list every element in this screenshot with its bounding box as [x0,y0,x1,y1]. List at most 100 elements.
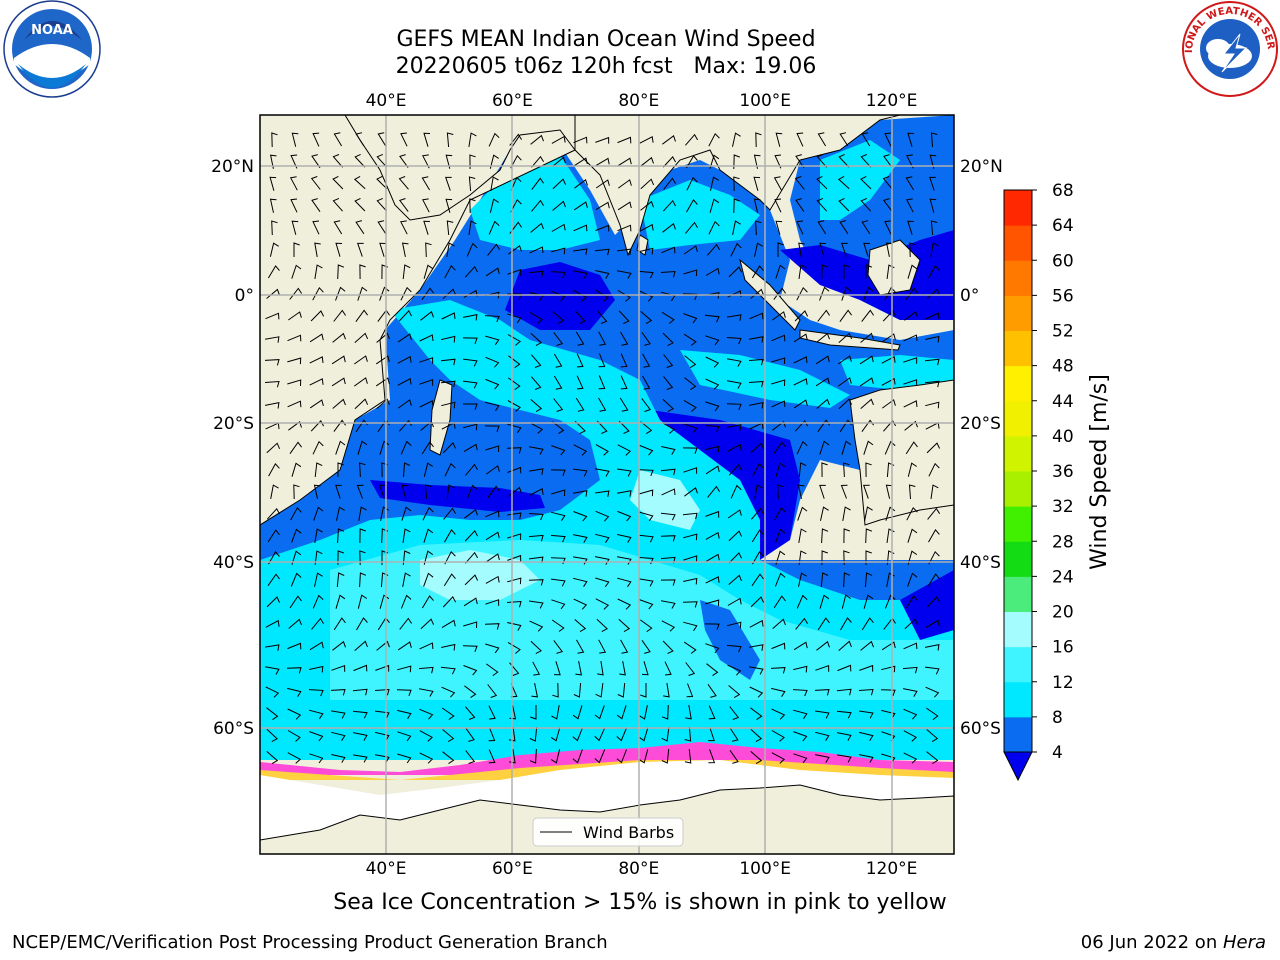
wind-barb [685,662,696,676]
wind-barb [419,688,434,697]
wind-barb [884,220,892,235]
wind-barb [685,705,692,720]
wind-barb [465,706,476,720]
wind-barb [486,663,499,677]
wind-barb [839,132,849,147]
wind-barb [402,528,411,543]
wind-barb [863,242,870,257]
wind-barb [661,704,669,720]
wind-barb [573,248,588,255]
wind-barb [419,752,434,764]
wind-barb [441,401,456,409]
colorbar-segment [1004,681,1032,718]
wind-barb [883,154,893,168]
wind-barb [353,175,366,190]
wind-barb [796,594,808,609]
lat-label-right: 20°N [960,157,1003,177]
wind-barb [466,242,478,257]
wind-barb [928,265,940,279]
wind-barb [441,643,456,651]
wind-barb [755,220,762,236]
wind-barb [418,666,434,674]
wind-barb [529,488,544,496]
wind-barb [861,617,874,631]
wind-barb [905,287,919,300]
wind-barb [903,334,918,342]
wind-barb [882,399,896,409]
wind-barb [551,290,566,302]
wind-barb [337,550,344,566]
wind-barb [618,420,630,435]
wind-barb [620,353,628,368]
wind-barb [793,356,808,364]
wind-barb [748,358,764,366]
wind-barb [904,420,918,431]
lat-label-left: 20°S [213,414,254,434]
wind-barb [748,380,764,388]
wind-barb [793,709,808,720]
wind-barb [640,619,653,633]
wind-barb [729,706,740,720]
wind-barb [885,484,893,499]
lon-label-bottom: 40°E [366,859,407,879]
wind-barb [379,242,386,257]
wind-barb [309,665,324,673]
wind-barb [705,335,720,346]
wind-barb [488,132,500,147]
barb-legend-label: Wind Barbs [583,823,674,842]
colorbar-segment [1004,716,1032,753]
wind-barb [903,379,918,386]
wind-barb [884,132,892,147]
wind-barb [335,440,346,455]
wind-barb [485,531,500,541]
wind-barb [903,400,918,408]
wind-barb [444,529,456,543]
wind-barb [816,332,830,343]
wind-barb [529,446,544,455]
wind-barb [401,506,412,521]
wind-barb [357,594,368,609]
wind-barb [732,132,741,147]
colorbar-tick-label: 24 [1052,567,1074,587]
wind-barb [773,287,787,300]
wind-barb [289,176,298,191]
wind-barb [359,528,366,544]
wind-barb [795,198,805,212]
wind-barb [595,510,610,522]
wind-barb [906,506,918,521]
wind-barb [863,440,874,455]
wind-barb [441,312,456,320]
wind-barb [843,572,851,588]
wind-barb [859,754,874,763]
wind-barb [839,220,849,235]
wind-barb [357,286,368,301]
wind-barb [771,708,786,720]
wind-barb [819,484,826,499]
wind-barb [793,641,808,651]
wind-barb [332,640,346,651]
wind-barb [335,286,346,301]
wind-barb [291,132,299,147]
wind-barb [727,597,742,606]
wind-barb [266,751,279,765]
wind-barb [793,399,808,409]
wind-barb [594,248,610,256]
low-wind-zone [505,262,615,330]
wind-barb [683,641,697,654]
lon-label-top: 100°E [739,91,791,111]
wind-barb [777,484,784,500]
wind-barb [927,507,941,520]
wind-barb [397,355,412,364]
wind-barb [291,528,302,543]
wind-barb [864,572,873,588]
wind-barb [397,665,412,673]
colorbar-tick-label: 4 [1052,743,1063,763]
wind-barb [422,198,430,213]
wind-barb [796,286,808,301]
lat-label-right: 0° [960,286,979,306]
wind-barb [530,399,543,413]
wind-barb [797,484,805,499]
wind-barb [573,490,588,497]
wind-barb [754,242,763,257]
wind-barb [309,753,324,764]
